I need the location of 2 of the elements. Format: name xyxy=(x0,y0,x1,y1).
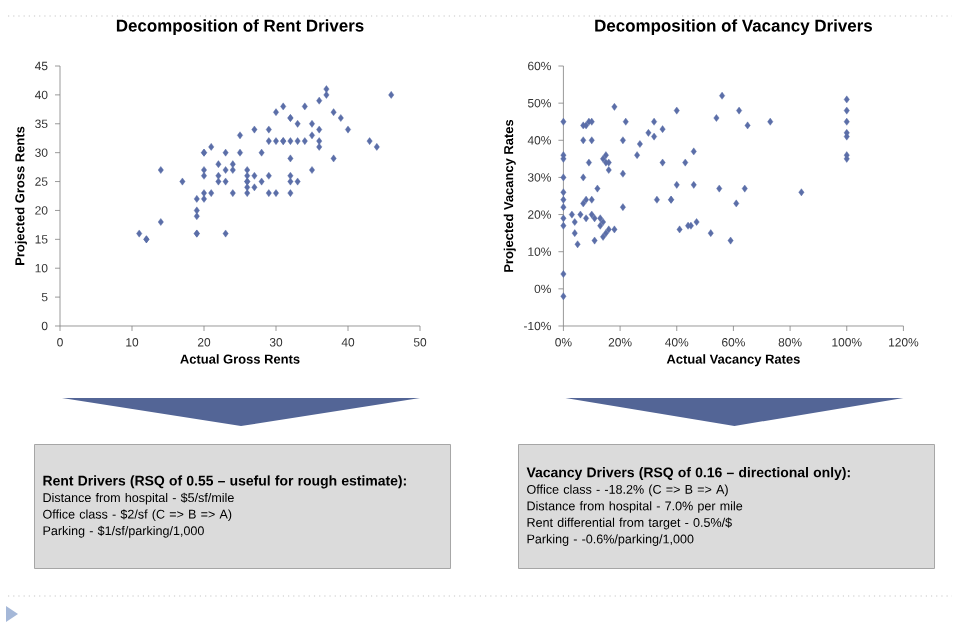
chart-title: Decomposition of Rent Drivers xyxy=(116,19,364,35)
chart-title: Decomposition of Vacancy Drivers xyxy=(595,19,872,35)
